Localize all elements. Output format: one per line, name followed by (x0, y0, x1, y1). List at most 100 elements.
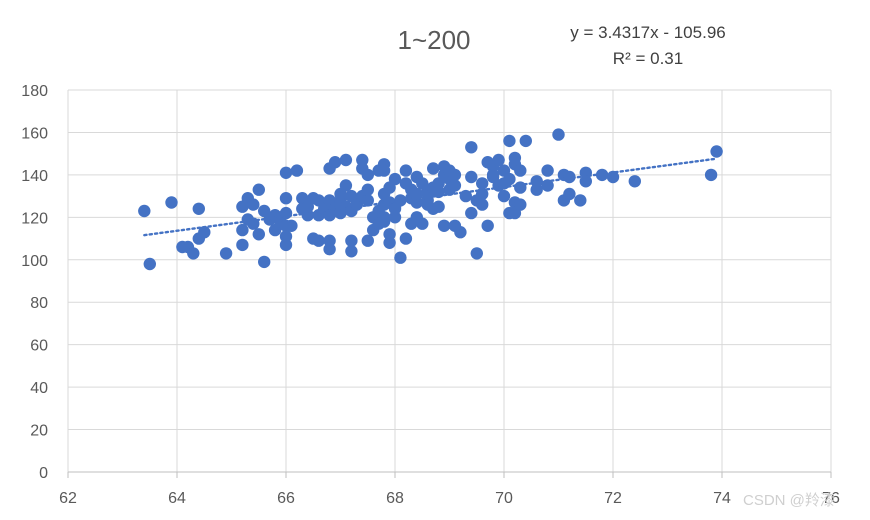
data-point (328, 156, 342, 169)
data-point (541, 179, 554, 192)
data-point (236, 223, 249, 237)
data-point (530, 175, 543, 188)
chart-title: 1~200 (397, 25, 470, 55)
data-point (437, 219, 451, 232)
data-point (448, 179, 462, 192)
data-point (574, 194, 587, 207)
data-point (541, 164, 554, 177)
y-tick-label: 100 (21, 253, 48, 270)
data-point (416, 217, 429, 230)
x-tick-label: 70 (495, 490, 513, 507)
data-point (361, 183, 374, 196)
data-point (252, 228, 265, 241)
data-point (399, 164, 413, 177)
data-point (323, 243, 336, 256)
data-point (432, 200, 445, 213)
data-point (187, 247, 200, 260)
data-point (388, 172, 402, 186)
x-tick-label: 62 (59, 490, 77, 507)
data-point (279, 192, 293, 205)
x-tick-label: 66 (277, 490, 295, 507)
y-tick-label: 140 (21, 168, 48, 185)
data-point (503, 134, 516, 148)
data-point (143, 257, 156, 271)
x-tick-label: 68 (386, 490, 404, 507)
data-point (279, 166, 293, 179)
data-point (339, 179, 353, 192)
data-point (388, 211, 402, 224)
data-point (165, 196, 178, 209)
data-point (519, 134, 532, 148)
data-point (339, 153, 353, 167)
data-point (470, 247, 483, 260)
data-point (704, 168, 718, 182)
x-tick-label: 72 (604, 490, 622, 507)
data-point (345, 234, 358, 247)
data-point (377, 215, 391, 228)
y-tick-label: 120 (21, 210, 48, 227)
y-tick-label: 60 (30, 338, 48, 355)
data-point (552, 128, 565, 141)
data-point (285, 219, 298, 232)
data-point (628, 175, 641, 188)
data-point (476, 198, 489, 211)
data-point (198, 226, 211, 239)
x-tick-label: 76 (822, 490, 840, 507)
data-point (192, 202, 205, 215)
data-point (563, 187, 576, 201)
data-point (219, 247, 233, 260)
data-point (427, 162, 440, 175)
data-point (247, 198, 260, 211)
data-point (563, 170, 576, 184)
data-point (514, 198, 527, 211)
data-points (138, 128, 723, 271)
x-tick-label: 64 (168, 490, 186, 507)
tick-labels: 0 20 40 60 80 100 120 140 160 180 62 64 66 68 70 72 74 76 (21, 83, 840, 507)
data-point (394, 251, 407, 264)
gridlines (67, 89, 832, 472)
data-point (514, 164, 527, 177)
data-point (465, 170, 478, 184)
x-tick-label: 74 (713, 490, 731, 507)
data-point (476, 177, 489, 190)
y-tick-label: 180 (21, 83, 48, 100)
watermark: CSDN @羚漆 (743, 492, 835, 509)
y-tick-label: 80 (30, 295, 48, 312)
data-point (399, 232, 413, 245)
data-point (236, 238, 249, 252)
data-point (345, 245, 358, 258)
data-point (492, 153, 505, 167)
data-point (465, 206, 478, 220)
data-point (279, 230, 293, 243)
data-point (481, 219, 494, 232)
axes (67, 471, 832, 478)
data-point (361, 194, 374, 207)
trendline-layer (143, 157, 718, 237)
y-tick-label: 160 (21, 125, 48, 142)
data-point (448, 168, 462, 182)
data-point (579, 175, 592, 188)
data-point (361, 168, 374, 182)
y-tick-label: 40 (30, 380, 48, 397)
data-point (486, 168, 500, 182)
data-point (361, 234, 374, 247)
data-point (465, 141, 478, 154)
data-point (383, 236, 396, 249)
trendline-equation: y = 3.4317x - 105.96 (570, 23, 725, 42)
data-point (454, 226, 467, 239)
data-point (710, 145, 723, 158)
data-point (312, 234, 325, 247)
data-point (279, 206, 293, 220)
data-point (356, 153, 369, 167)
y-tick-label: 20 (30, 423, 48, 440)
data-point (323, 234, 336, 247)
data-point (138, 204, 151, 218)
data-point (497, 189, 511, 203)
data-point (377, 164, 391, 177)
trendline (143, 157, 718, 237)
trendline-r2: R² = 0.31 (613, 49, 683, 68)
data-point (290, 164, 304, 177)
data-point (279, 238, 293, 252)
